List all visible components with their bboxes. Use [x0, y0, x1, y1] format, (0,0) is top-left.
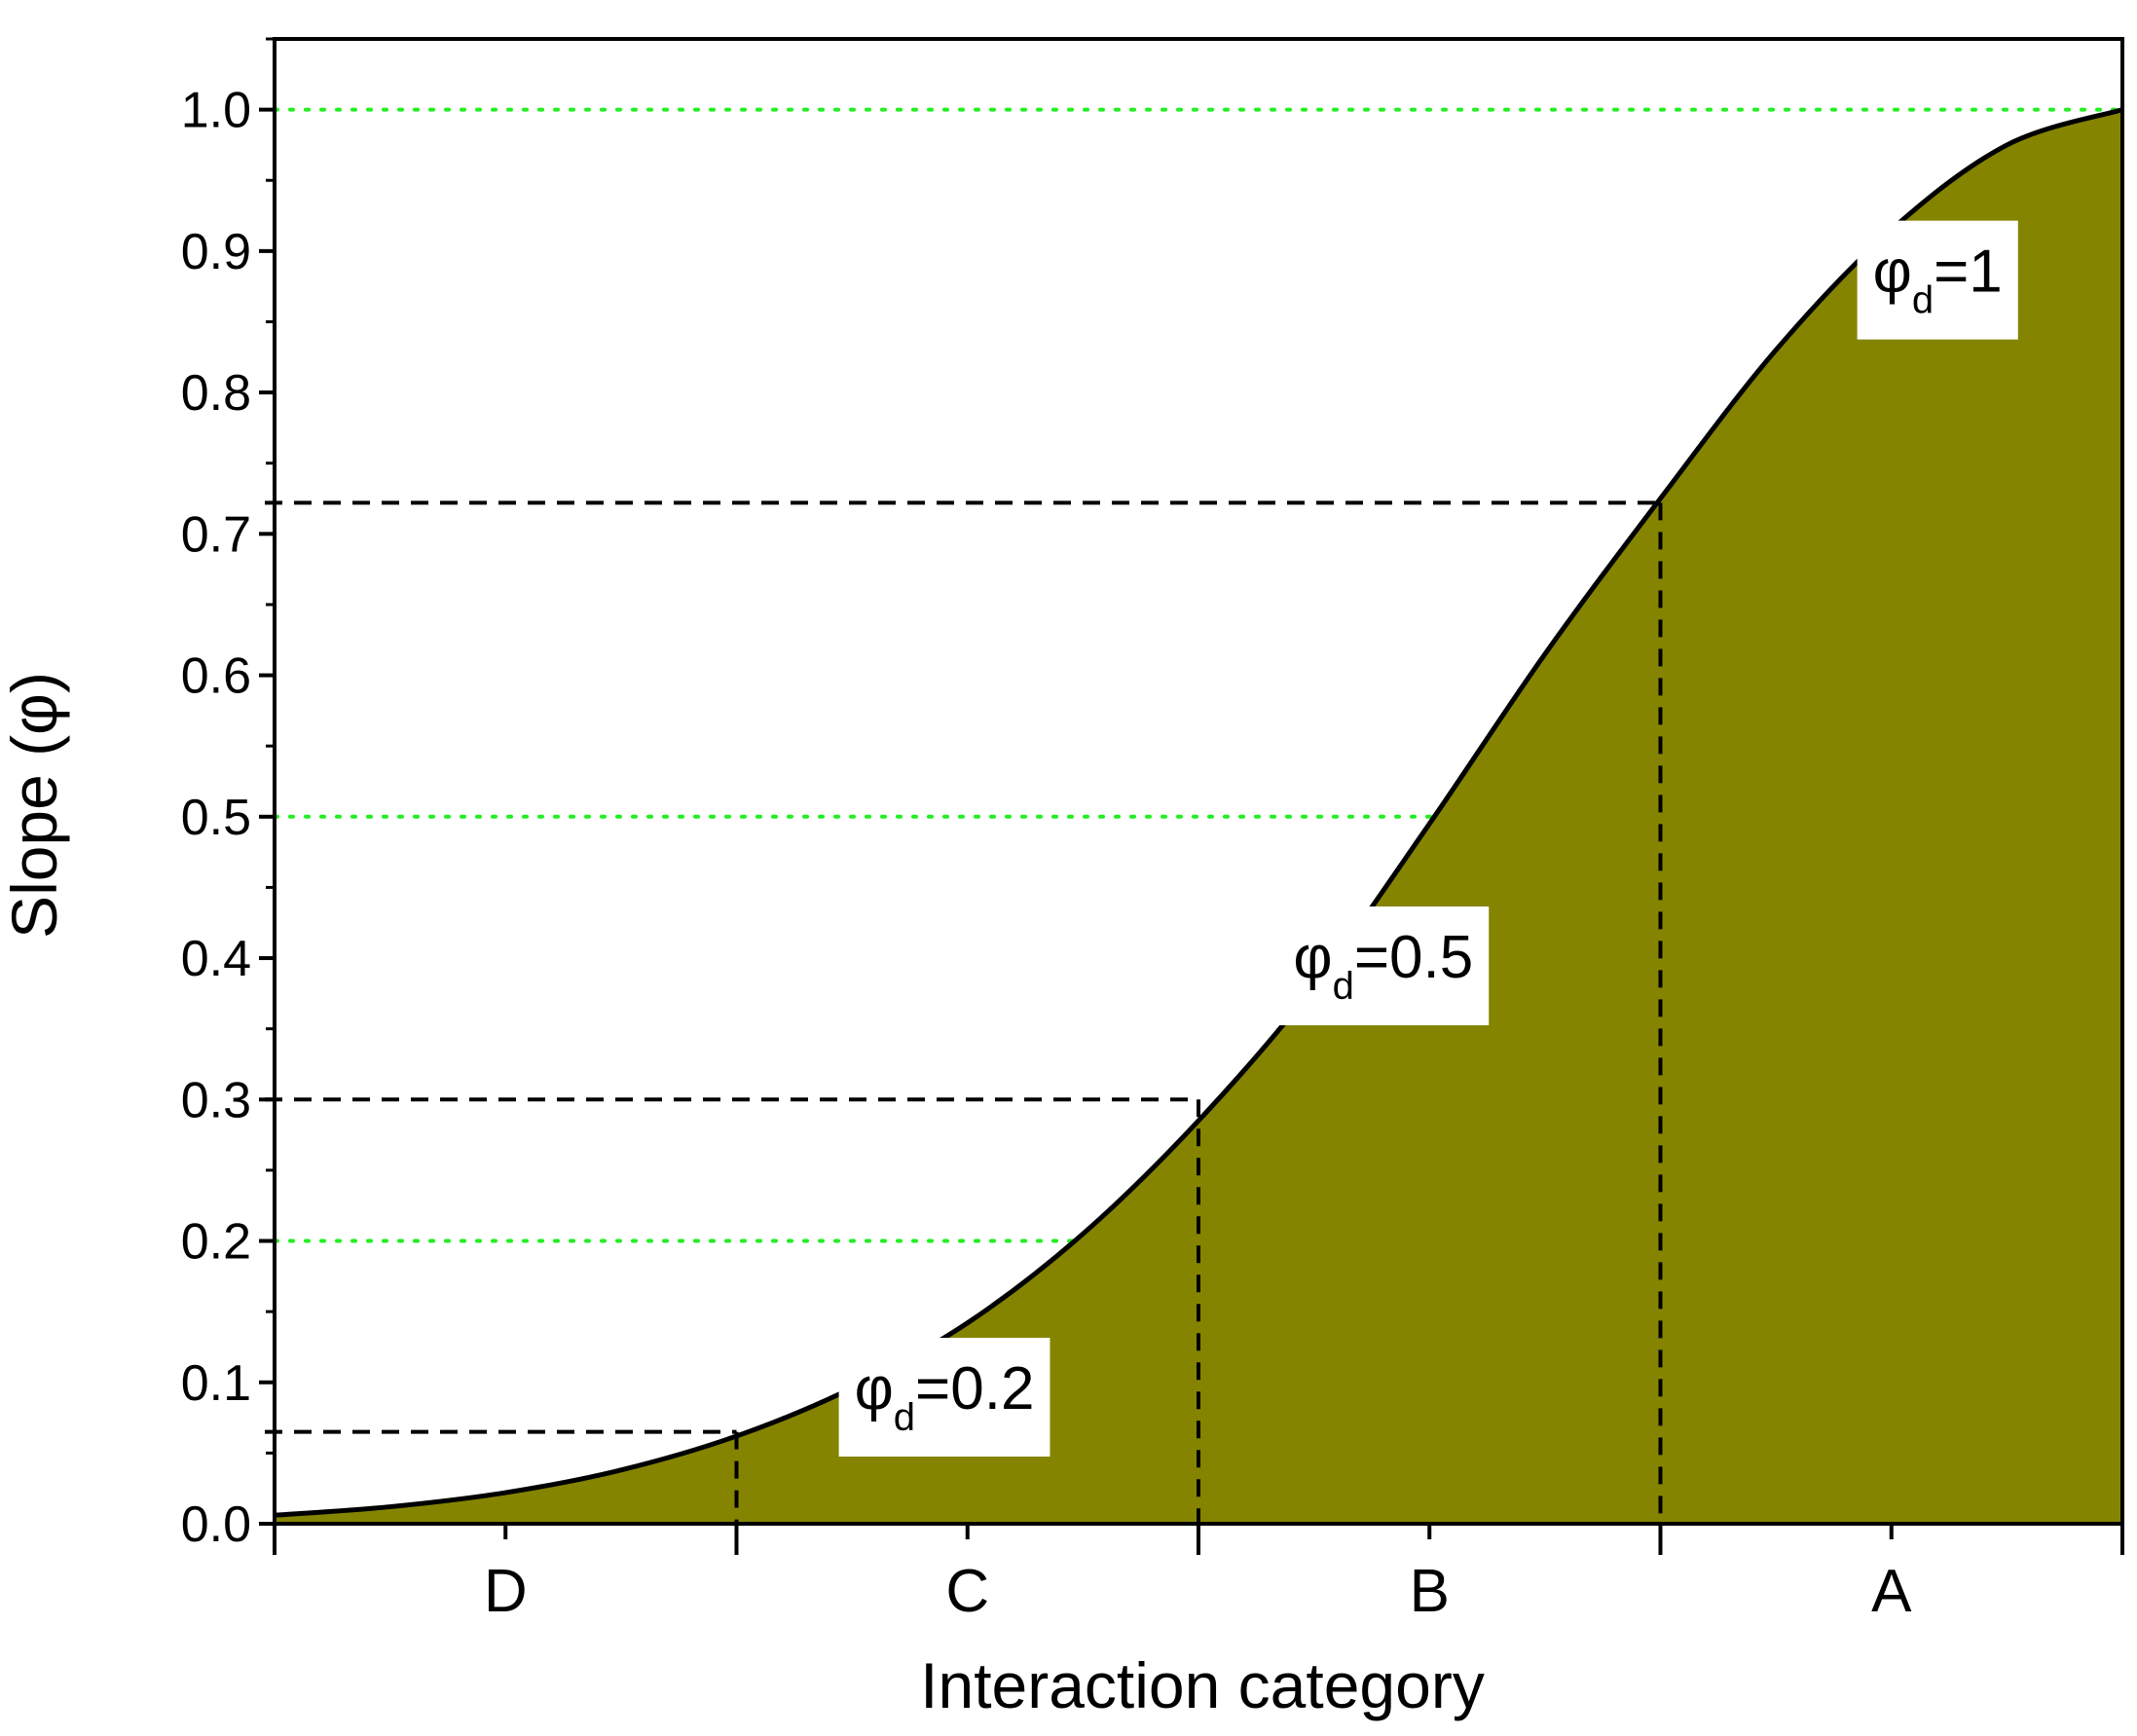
axes: 0.0 0.1 0.2 0.3 0.4 0.5 0.6 0.7 0.8 0.9 1.0 D C B A [181, 37, 2124, 1625]
annotation-box [1857, 220, 2018, 340]
annotation-label: φd=0.5 [1293, 924, 1473, 1008]
y-tick-label: 1.0 [181, 83, 251, 139]
x-category-label: A [1871, 1558, 1912, 1625]
y-tick-label: 0.8 [181, 365, 251, 422]
x-category-label: B [1410, 1558, 1450, 1625]
y-tick-label: 0.1 [181, 1355, 251, 1412]
y-tick-label: 0.4 [181, 931, 251, 987]
annotations: φd=0.2φd=0.5φd=1 [838, 220, 2018, 1458]
plot-area [274, 107, 2123, 1525]
area-fill [275, 109, 2122, 1525]
annotation-subscript: d [1333, 965, 1354, 1008]
y-tick-label: 0.5 [181, 790, 251, 846]
annotation-label: φd=0.2 [855, 1355, 1035, 1439]
annotation-symbol: φ [1873, 239, 1912, 306]
annotation: φd=1 [1857, 220, 2018, 340]
annotation: φd=0.2 [838, 1338, 1050, 1458]
annotation-value: =1 [1934, 239, 2003, 306]
x-axis-title: Interaction category [920, 1649, 1485, 1721]
annotation-symbol: φ [855, 1355, 894, 1422]
annotation: φd=0.5 [1277, 906, 1490, 1026]
annotation-box [838, 1338, 1050, 1458]
threshold-markers [265, 500, 1663, 1524]
y-tick-label: 0.7 [181, 506, 251, 563]
y-axis-title: Slope (φ) [0, 672, 70, 939]
x-category-label: C [945, 1558, 989, 1625]
annotation-label: φd=1 [1873, 239, 2003, 322]
y-tick-label: 0.6 [181, 648, 251, 705]
annotation-subscript: d [894, 1396, 915, 1439]
annotation-box [1277, 906, 1490, 1026]
annotation-symbol: φ [1293, 924, 1332, 991]
y-tick-label: 0.3 [181, 1072, 251, 1128]
y-tick-label: 0.0 [181, 1496, 251, 1553]
x-category-label: D [484, 1558, 528, 1625]
y-tick-label: 0.9 [181, 224, 251, 280]
annotation-value: =0.2 [915, 1355, 1034, 1422]
annotation-value: =0.5 [1354, 924, 1473, 991]
curve-line [274, 107, 2123, 1518]
annotation-subscript: d [1912, 279, 1934, 322]
y-tick-label: 0.2 [181, 1214, 251, 1271]
